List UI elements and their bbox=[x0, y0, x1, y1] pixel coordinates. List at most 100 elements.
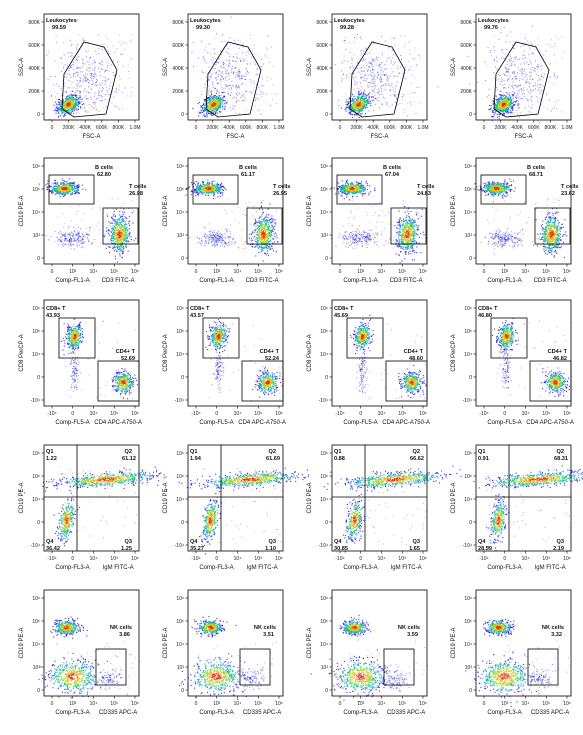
event-dot bbox=[99, 34, 100, 35]
event-dot bbox=[369, 101, 370, 102]
event-dot bbox=[121, 257, 122, 258]
event-dot bbox=[350, 73, 351, 74]
event-dot bbox=[257, 69, 258, 70]
event-dot bbox=[113, 228, 114, 229]
event-dot bbox=[413, 92, 414, 93]
event-dot bbox=[376, 100, 377, 101]
event-dot bbox=[380, 76, 381, 77]
event-dot bbox=[369, 86, 370, 87]
event-dot bbox=[378, 65, 379, 66]
y-tick-label: 200K bbox=[316, 89, 328, 95]
event-dot bbox=[200, 78, 201, 79]
event-dot bbox=[380, 77, 381, 78]
event-dot bbox=[377, 60, 378, 61]
event-dot bbox=[79, 231, 80, 232]
gate-percentage: 99.59 bbox=[52, 25, 66, 31]
event-dot bbox=[228, 61, 229, 62]
event-dot bbox=[210, 91, 211, 92]
event-dot bbox=[501, 78, 502, 79]
event-dot bbox=[553, 46, 554, 47]
event-dot bbox=[117, 248, 118, 249]
event-dot bbox=[231, 92, 232, 93]
event-dot bbox=[267, 77, 268, 78]
event-dot bbox=[123, 228, 124, 229]
event-dot bbox=[79, 80, 80, 81]
event-dot bbox=[76, 240, 77, 241]
event-dot bbox=[46, 55, 47, 56]
event-dot bbox=[419, 55, 420, 56]
event-dot bbox=[91, 74, 92, 75]
event-dot bbox=[64, 54, 65, 55]
event-dot bbox=[250, 34, 251, 35]
event-dot bbox=[368, 110, 369, 111]
event-dot bbox=[363, 60, 364, 61]
event-dot bbox=[372, 76, 373, 77]
event-dot bbox=[510, 110, 511, 111]
event-dot bbox=[91, 244, 92, 245]
event-dot bbox=[198, 58, 199, 59]
event-dot bbox=[107, 209, 108, 210]
event-dot bbox=[358, 88, 359, 89]
event-dot bbox=[521, 69, 522, 70]
event-dot bbox=[527, 41, 528, 42]
event-dot bbox=[500, 110, 501, 111]
event-dot bbox=[68, 52, 69, 53]
event-dot bbox=[234, 109, 235, 110]
event-dot bbox=[76, 72, 77, 73]
event-dot bbox=[352, 99, 353, 100]
event-dot bbox=[133, 211, 134, 212]
x-axis-label: FSC-A bbox=[371, 134, 389, 140]
event-dot bbox=[57, 184, 58, 185]
event-dot bbox=[229, 107, 230, 108]
event-dot bbox=[247, 72, 248, 73]
event-dot bbox=[538, 67, 539, 68]
event-dot bbox=[508, 69, 509, 70]
event-dot bbox=[362, 103, 363, 104]
event-dot bbox=[521, 73, 522, 74]
event-dot bbox=[363, 80, 364, 81]
event-dot bbox=[122, 212, 123, 213]
event-dot bbox=[76, 113, 77, 114]
event-dot bbox=[388, 47, 389, 48]
event-dot bbox=[499, 118, 500, 119]
event-dot bbox=[515, 59, 516, 60]
event-dot bbox=[66, 73, 67, 74]
event-dot bbox=[558, 38, 559, 39]
event-dot bbox=[382, 53, 383, 54]
event-dot bbox=[77, 85, 78, 86]
event-dot bbox=[89, 104, 90, 105]
event-dot bbox=[558, 100, 559, 101]
event-dot bbox=[213, 96, 214, 97]
event-dot bbox=[514, 93, 515, 94]
event-dot bbox=[64, 181, 65, 182]
event-dot bbox=[217, 113, 218, 114]
event-dot bbox=[86, 228, 87, 229]
event-dot bbox=[213, 110, 214, 111]
event-dot bbox=[105, 234, 106, 235]
event-dot bbox=[235, 67, 236, 68]
event-dot bbox=[124, 49, 125, 50]
event-dot bbox=[53, 105, 54, 106]
event-dot bbox=[99, 72, 100, 73]
event-dot bbox=[243, 96, 244, 97]
event-dot bbox=[235, 61, 236, 62]
event-dot bbox=[354, 42, 355, 43]
event-dot bbox=[71, 241, 72, 242]
event-dot bbox=[224, 41, 225, 42]
event-dot bbox=[113, 72, 114, 73]
event-dot bbox=[82, 241, 83, 242]
event-dot bbox=[93, 82, 94, 83]
event-dot bbox=[527, 81, 528, 82]
event-dot bbox=[75, 100, 76, 101]
event-dot bbox=[127, 236, 128, 237]
event-dot bbox=[120, 250, 121, 251]
event-dot bbox=[48, 52, 49, 53]
event-dot bbox=[509, 78, 510, 79]
event-dot bbox=[276, 103, 277, 104]
event-dot bbox=[549, 82, 550, 83]
event-dot bbox=[224, 96, 225, 97]
gate-percentage: 99.76 bbox=[484, 25, 498, 31]
event-dot bbox=[228, 53, 229, 54]
event-dot bbox=[391, 68, 392, 69]
event-dot bbox=[374, 74, 375, 75]
